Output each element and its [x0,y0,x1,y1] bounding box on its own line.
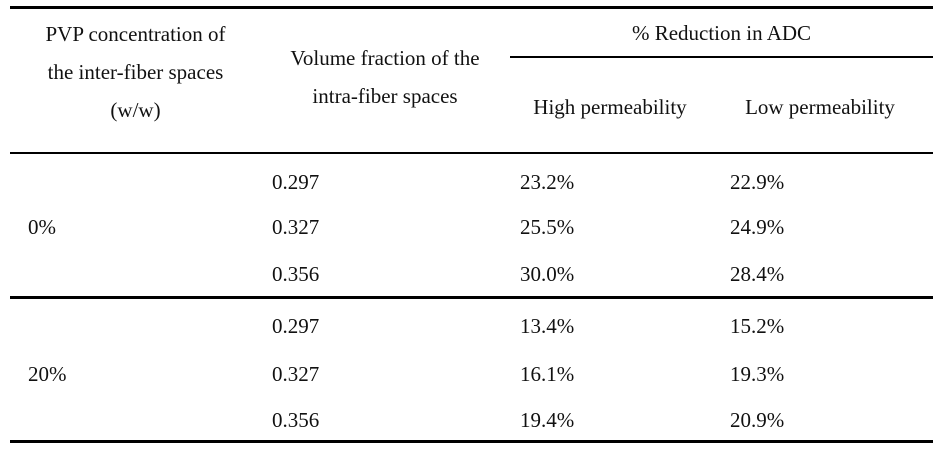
table-cell-low: 22.9% [730,170,785,194]
header-bottom-rule [10,152,933,154]
table-top-rule [10,6,933,9]
table-cell-high: 19.4% [520,408,575,432]
group-pvp-value: 20% [28,362,67,386]
header-low-permeability: Low permeability [745,95,895,119]
header-volume-line-1: Volume fraction of the [290,46,480,70]
table-cell-high: 23.2% [520,170,575,194]
header-pvp-line-3: (w/w) [110,98,161,122]
table-bottom-rule [10,440,933,443]
header-high-permeability: High permeability [533,95,687,119]
group-pvp-value: 0% [28,215,56,239]
table-cell-high: 13.4% [520,314,575,338]
table-cell-low: 20.9% [730,408,785,432]
table-cell-volume: 0.327 [272,215,320,239]
header-reduction-in-adc: % Reduction in ADC [631,21,812,45]
table-cell-high: 16.1% [520,362,575,386]
table-cell-volume: 0.356 [272,408,320,432]
table-cell-volume: 0.297 [272,314,320,338]
header-pvp-line-1: PVP concentration of [45,22,226,46]
table-cell-low: 19.3% [730,362,785,386]
group-header-rule [510,56,933,58]
table-cell-volume: 0.327 [272,362,320,386]
group-separator-rule [10,296,933,299]
table-cell-low: 24.9% [730,215,785,239]
header-volume-line-2: intra-fiber spaces [312,84,458,108]
table-cell-low: 28.4% [730,262,785,286]
header-pvp-line-2: the inter-fiber spaces [47,60,224,84]
header-pvp-concentration: PVP concentration of the inter-fiber spa… [18,15,253,129]
table-cell-high: 30.0% [520,262,575,286]
table-cell-low: 15.2% [730,314,785,338]
table-cell-volume: 0.356 [272,262,320,286]
header-volume-fraction: Volume fraction of the intra-fiber space… [262,39,508,115]
table-cell-volume: 0.297 [272,170,320,194]
table-cell-high: 25.5% [520,215,575,239]
